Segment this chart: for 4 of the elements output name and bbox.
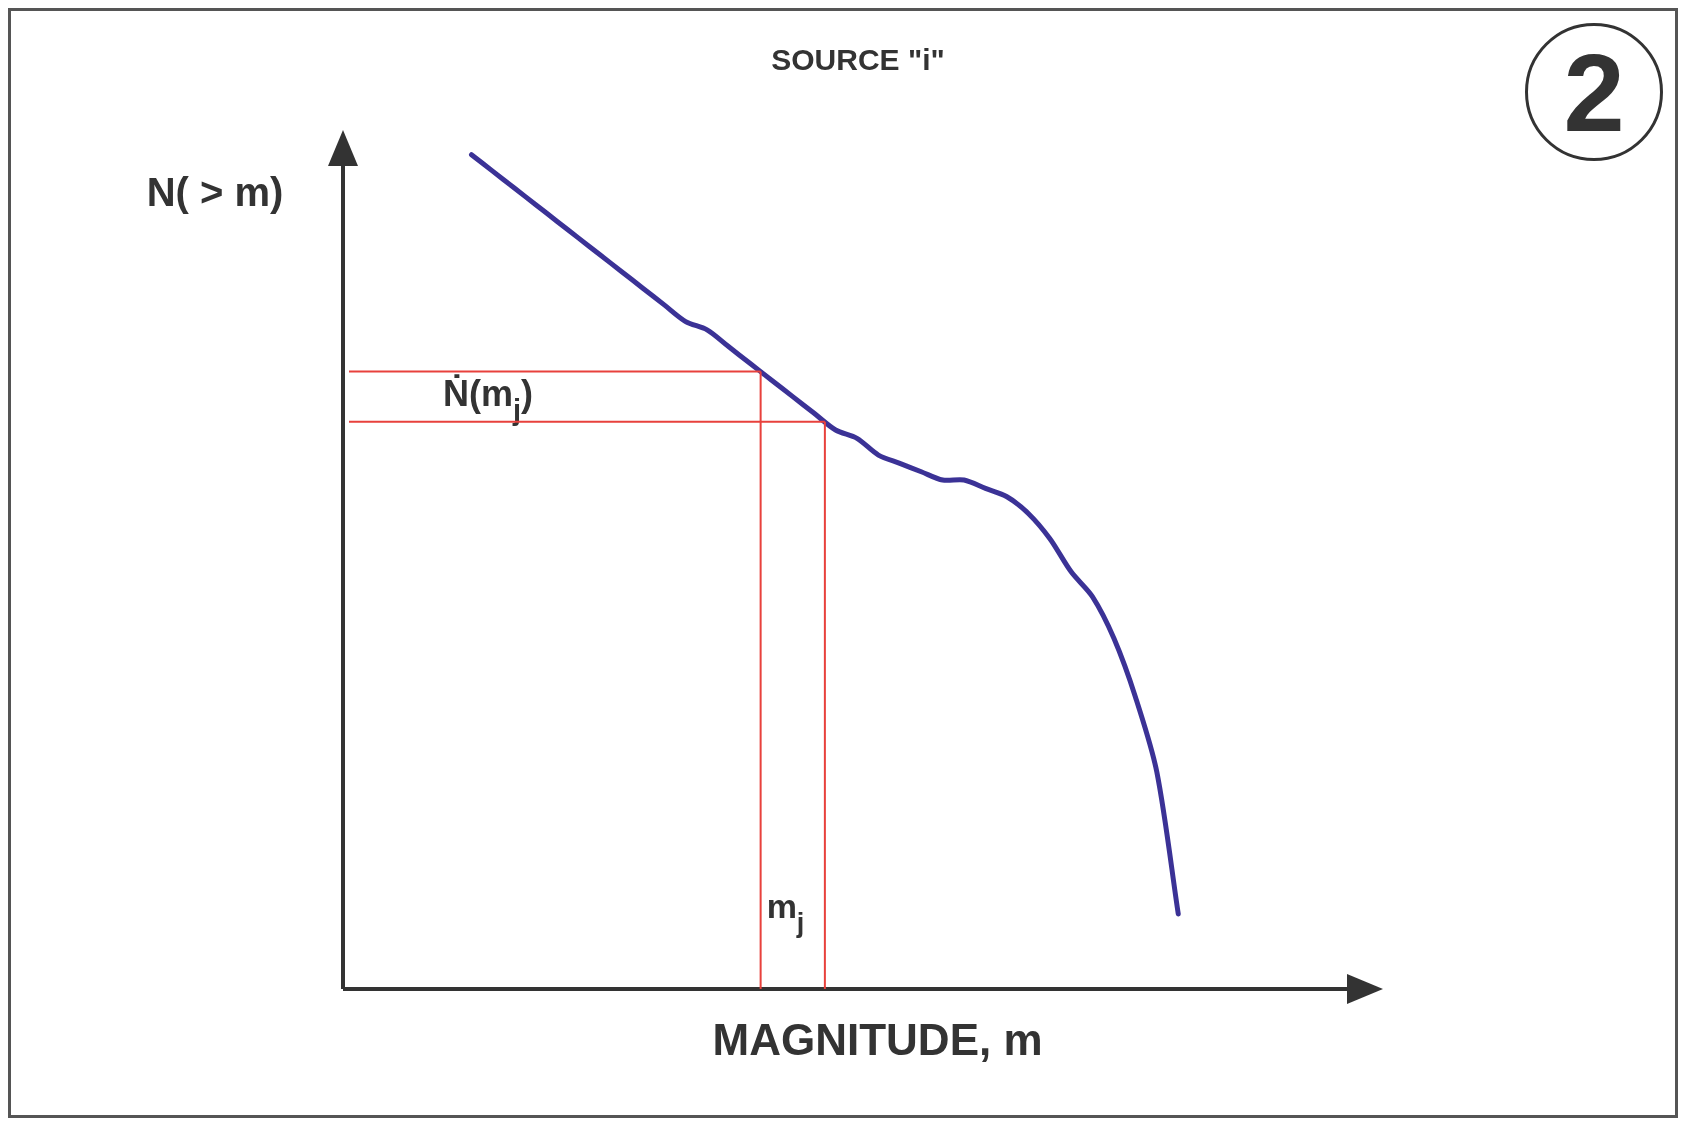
x-axis-title: MAGNITUDE, m xyxy=(712,1015,1043,1065)
y-axis-title: N( > m) xyxy=(146,170,284,215)
chart-title: SOURCE "i" xyxy=(771,43,945,77)
text: 2 xyxy=(1525,23,1663,161)
